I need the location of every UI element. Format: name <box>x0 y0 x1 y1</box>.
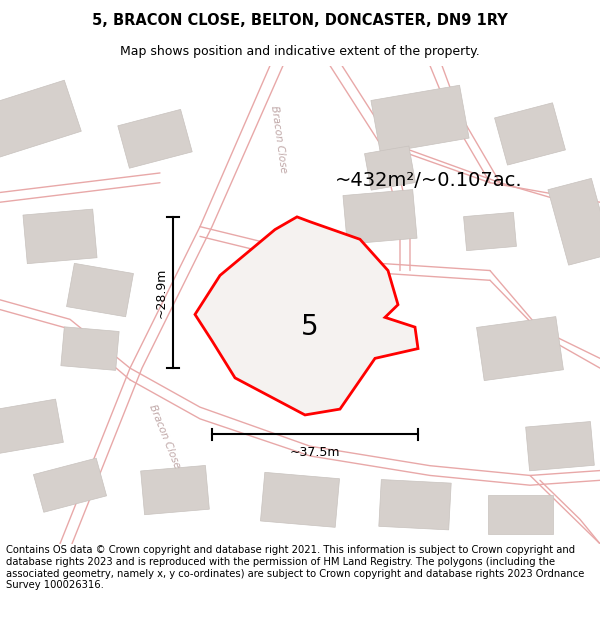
Polygon shape <box>0 399 64 454</box>
Polygon shape <box>526 421 595 471</box>
Polygon shape <box>379 479 451 530</box>
Text: ~37.5m: ~37.5m <box>290 446 340 459</box>
Polygon shape <box>140 466 209 515</box>
Text: Bracon Close: Bracon Close <box>148 403 182 470</box>
Polygon shape <box>343 189 417 244</box>
Text: ~28.9m: ~28.9m <box>155 268 167 318</box>
Text: Bracon Close: Bracon Close <box>269 104 289 173</box>
Polygon shape <box>464 213 517 251</box>
Text: Contains OS data © Crown copyright and database right 2021. This information is : Contains OS data © Crown copyright and d… <box>6 546 584 590</box>
Polygon shape <box>23 209 97 264</box>
Text: 5, BRACON CLOSE, BELTON, DONCASTER, DN9 1RY: 5, BRACON CLOSE, BELTON, DONCASTER, DN9 … <box>92 13 508 28</box>
Polygon shape <box>61 327 119 371</box>
Polygon shape <box>487 495 553 534</box>
Polygon shape <box>118 109 192 168</box>
Polygon shape <box>34 458 107 512</box>
Polygon shape <box>548 178 600 265</box>
Polygon shape <box>260 472 340 528</box>
Polygon shape <box>279 298 341 341</box>
Polygon shape <box>371 85 469 153</box>
Text: Map shows position and indicative extent of the property.: Map shows position and indicative extent… <box>120 46 480 58</box>
Polygon shape <box>195 217 418 415</box>
Text: 5: 5 <box>301 313 319 341</box>
Polygon shape <box>0 80 81 158</box>
Polygon shape <box>365 146 415 190</box>
Polygon shape <box>476 317 563 381</box>
Polygon shape <box>494 102 565 165</box>
Text: ~432m²/~0.107ac.: ~432m²/~0.107ac. <box>335 171 523 190</box>
Polygon shape <box>67 263 133 317</box>
